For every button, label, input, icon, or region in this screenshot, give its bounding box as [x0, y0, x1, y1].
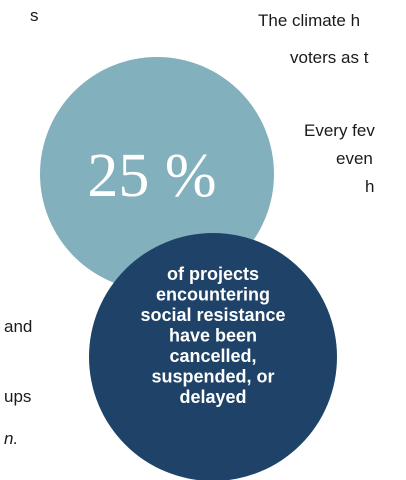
stat-text: 25 % — [87, 142, 216, 210]
text-fragment: and — [4, 317, 32, 336]
note-line: suspended, or — [151, 367, 274, 387]
note-line: have been — [169, 326, 257, 346]
text-fragment: h — [365, 177, 374, 196]
note-line: delayed — [179, 387, 246, 407]
text-fragment: voters as t — [290, 48, 369, 67]
stat-circle — [40, 57, 274, 291]
note-line: cancelled, — [169, 346, 256, 366]
text-fragment: even — [336, 149, 373, 168]
note-circle — [89, 233, 337, 480]
note-line: encountering — [156, 285, 270, 305]
note-line: social resistance — [140, 305, 285, 325]
text-fragment: The climate h — [258, 11, 360, 30]
text-fragment: s — [30, 6, 39, 25]
text-fragment: Every fev — [304, 121, 375, 140]
text-fragment: ups — [4, 387, 31, 406]
text-fragment: n. — [4, 429, 18, 448]
note-line: of projects — [167, 264, 259, 284]
